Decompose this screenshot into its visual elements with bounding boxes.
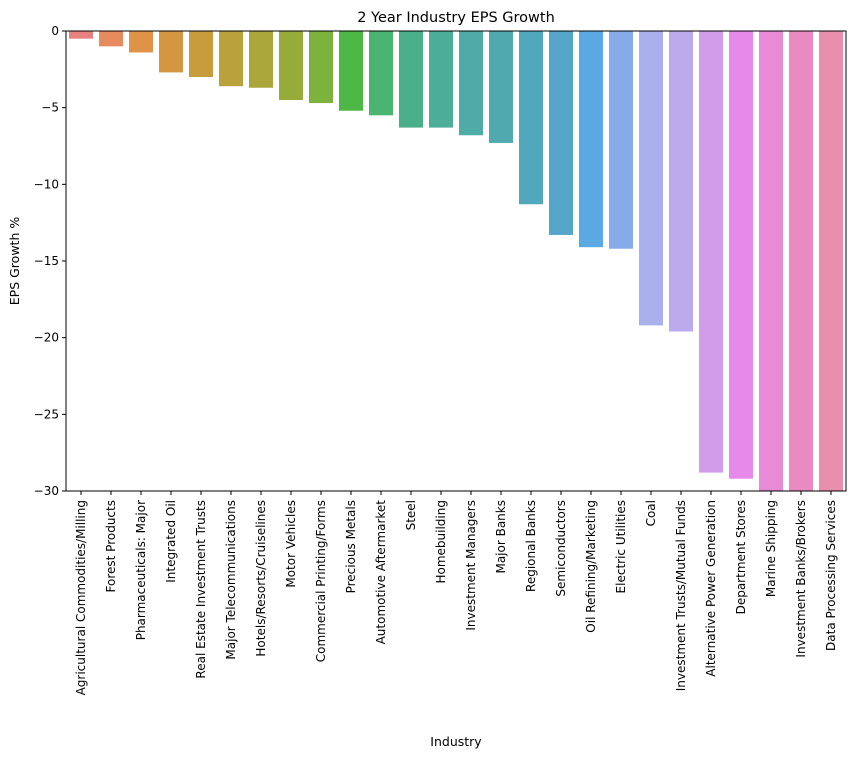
x-tick-label: Investment Banks/Brokers (794, 500, 808, 658)
bar-13 (429, 31, 453, 128)
x-tick-label: Electric Utilities (614, 500, 628, 593)
y-tick-label: −25 (34, 407, 59, 421)
x-tick-label: Forest Products (104, 500, 118, 592)
bar-14 (459, 31, 483, 136)
x-tick-label: Steel (404, 500, 418, 530)
bar-5 (189, 31, 213, 77)
x-tick-label: Investment Trusts/Mutual Funds (674, 500, 688, 691)
x-tick-label: Oil Refining/Marketing (584, 500, 598, 633)
bar-4 (159, 31, 183, 73)
bar-7 (249, 31, 273, 88)
x-tick-label: Homebuilding (434, 500, 448, 584)
x-axis: Agricultural Commodities/Milling Forest P… (74, 491, 838, 695)
y-tick-label: −30 (34, 484, 59, 498)
bar-25 (789, 31, 813, 491)
bar-12 (399, 31, 423, 128)
y-tick-label: −15 (34, 254, 59, 268)
x-axis-label: Industry (430, 734, 482, 749)
y-tick-label: 0 (51, 24, 59, 38)
x-tick-label: Integrated Oil (164, 500, 178, 583)
x-tick-label: Data Processing Services (824, 500, 838, 651)
bar-6 (219, 31, 243, 87)
bars-group (69, 31, 843, 491)
x-tick-label: Commercial Printing/Forms (314, 500, 328, 662)
x-tick-label: Hotels/Resorts/Cruiselines (254, 500, 268, 657)
bar-9 (309, 31, 333, 104)
x-tick-label: Major Telecommunications (224, 500, 238, 660)
bar-21 (669, 31, 693, 332)
bar-26 (819, 31, 843, 491)
y-tick-label: −5 (41, 101, 59, 115)
bar-10 (339, 31, 363, 111)
x-tick-label: Regional Banks (524, 500, 538, 592)
bar-23 (729, 31, 753, 479)
bar-17 (549, 31, 573, 235)
bar-15 (489, 31, 513, 143)
bar-20 (639, 31, 663, 326)
x-tick-label: Marine Shipping (764, 500, 778, 597)
bar-16 (519, 31, 543, 205)
x-tick-label: Coal (644, 500, 658, 526)
chart-title: 2 Year Industry EPS Growth (357, 10, 555, 26)
x-tick-label: Pharmaceuticals: Major (134, 500, 148, 640)
bar-3 (129, 31, 153, 53)
bar-1 (69, 31, 93, 39)
x-tick-label: Department Stores (734, 500, 748, 614)
x-tick-label: Precious Metals (344, 500, 358, 593)
y-axis: 0 −5 −10 −15 −20 −25 −30 (34, 24, 66, 498)
x-tick-label: Semiconductors (554, 500, 568, 597)
y-tick-label: −20 (34, 331, 59, 345)
x-tick-label: Automotive Aftermarket (374, 500, 388, 645)
bar-2 (99, 31, 123, 47)
x-tick-label: Alternative Power Generation (704, 500, 718, 677)
y-tick-label: −10 (34, 177, 59, 191)
plot-frame (65, 30, 847, 492)
bar-18 (579, 31, 603, 248)
x-tick-label: Agricultural Commodities/Milling (74, 500, 88, 695)
x-tick-label: Investment Managers (464, 500, 478, 631)
bar-22 (699, 31, 723, 473)
bar-24 (759, 31, 783, 491)
bar-8 (279, 31, 303, 100)
y-axis-label: EPS Growth % (7, 217, 22, 306)
x-tick-label: Real Estate Investment Trusts (194, 500, 208, 679)
bar-11 (369, 31, 393, 116)
x-tick-label: Motor Vehicles (284, 500, 298, 588)
x-tick-label: Major Banks (494, 500, 508, 574)
bar-19 (609, 31, 633, 249)
